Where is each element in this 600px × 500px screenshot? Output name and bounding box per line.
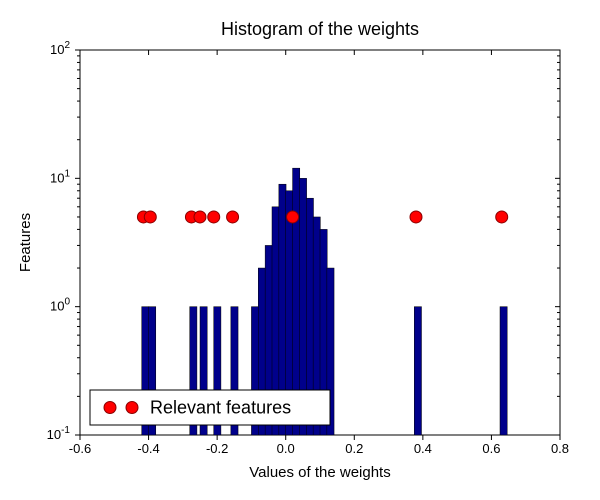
x-tick-label: 0.0 xyxy=(277,441,295,456)
relevant-feature-marker xyxy=(144,211,156,223)
legend-marker-icon xyxy=(126,402,138,414)
legend-label: Relevant features xyxy=(150,398,291,418)
relevant-feature-marker xyxy=(496,211,508,223)
chart-title: Histogram of the weights xyxy=(221,19,419,39)
x-tick-label: 0.6 xyxy=(482,441,500,456)
x-tick-label: 0.4 xyxy=(414,441,432,456)
y-tick-label: 100 xyxy=(50,297,70,314)
histogram-bar xyxy=(414,307,421,435)
x-tick-label: -0.4 xyxy=(137,441,159,456)
y-tick-label: 102 xyxy=(50,40,70,57)
x-axis-label: Values of the weights xyxy=(249,464,390,481)
y-tick-label: 101 xyxy=(50,168,70,185)
relevant-feature-marker xyxy=(194,211,206,223)
y-tick-label: 10-1 xyxy=(47,425,71,442)
relevant-feature-marker xyxy=(208,211,220,223)
relevant-feature-marker xyxy=(287,211,299,223)
x-tick-label: 0.2 xyxy=(345,441,363,456)
x-tick-label: -0.6 xyxy=(69,441,91,456)
histogram-bar xyxy=(500,307,507,435)
x-tick-label: -0.2 xyxy=(206,441,228,456)
y-axis-label: Features xyxy=(17,213,34,272)
legend-marker-icon xyxy=(104,402,116,414)
histogram-chart: -0.6 -0.4 -0.2 0.0 0.2 0.4 0.6 0.8 10-1 100 101 102… xyxy=(0,0,600,500)
relevant-feature-marker xyxy=(227,211,239,223)
x-tick-label: 0.8 xyxy=(551,441,569,456)
chart-container: -0.6 -0.4 -0.2 0.0 0.2 0.4 0.6 0.8 10-1 100 101 102… xyxy=(0,0,600,500)
relevant-feature-marker xyxy=(410,211,422,223)
